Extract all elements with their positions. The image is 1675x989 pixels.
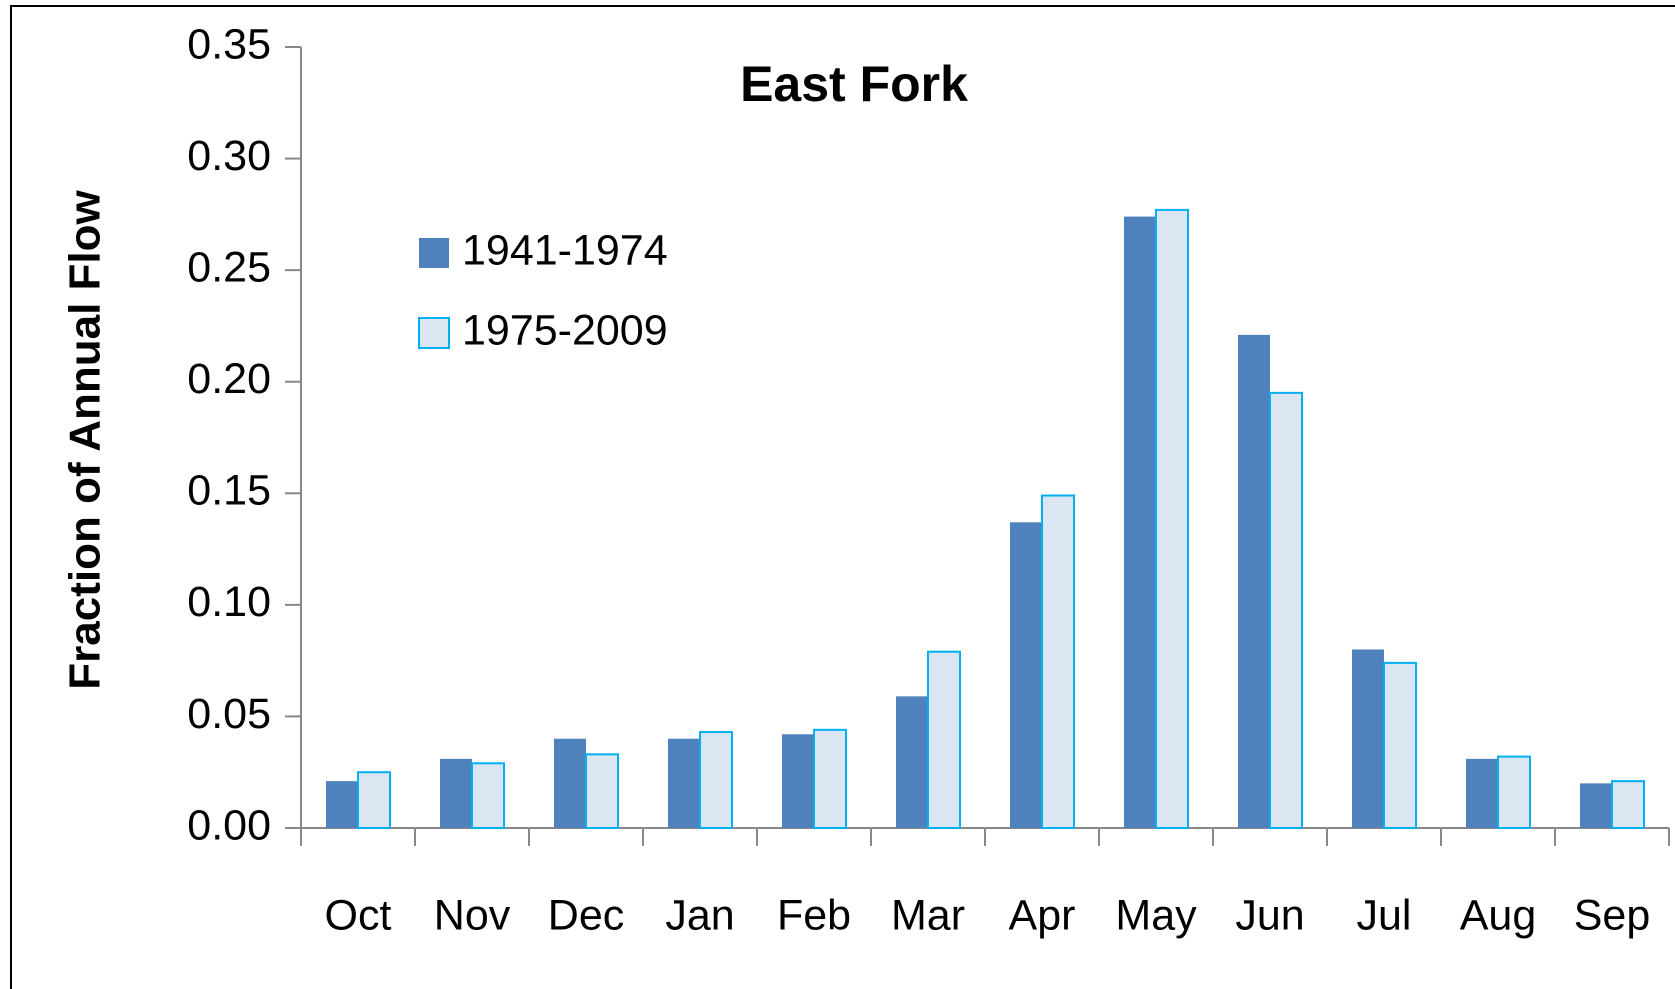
y-tick-label: 0.15 [187,467,271,515]
bar [1124,216,1156,829]
bar [1269,391,1303,829]
x-tick-label: Jun [1235,891,1304,939]
x-tick-label: Jan [665,891,734,939]
bar [1383,661,1417,829]
legend-label: 1975-2009 [462,306,668,354]
bar [896,696,928,828]
chart-title: East Fork [740,56,968,112]
y-tick-label: 0.05 [187,690,271,738]
bar [1352,649,1384,828]
bar [471,762,505,829]
legend-label: 1941-1974 [462,226,668,274]
y-tick-label: 0.35 [187,20,271,68]
y-axis-label: Fraction of Annual Flow [61,190,110,690]
x-tick-label: Apr [1009,891,1076,939]
bar [1041,494,1075,829]
y-tick-label: 0.00 [187,801,271,849]
bar [357,771,391,830]
y-tick-label: 0.25 [187,244,271,292]
x-tick-label: Sep [1574,891,1651,939]
chart-border [10,5,1675,989]
x-tick-label: Dec [548,891,624,939]
bar [440,758,472,828]
bar [1611,780,1645,830]
bar [326,781,358,828]
bar [554,738,586,828]
bar [1010,522,1042,828]
y-tick-label: 0.30 [187,132,271,180]
bar [1580,783,1612,828]
y-tick-label: 0.20 [187,355,271,403]
x-tick-label: Oct [325,891,392,939]
bar [1238,334,1270,828]
legend-swatch [419,238,449,268]
bar [927,650,961,830]
bar [585,753,619,829]
bar [699,731,733,830]
bar [1155,208,1189,829]
x-tick-label: May [1115,891,1197,939]
bar [668,738,700,828]
bar [1497,755,1531,830]
x-tick-label: Nov [434,891,511,939]
x-tick-label: Mar [891,891,965,939]
bar [782,734,814,828]
legend-swatch [418,317,450,349]
x-tick-label: Aug [1460,891,1537,939]
y-tick-label: 0.10 [187,578,271,626]
x-tick-label: Feb [777,891,851,939]
x-tick-label: Jul [1357,891,1412,939]
bar [813,728,847,829]
bar [1466,758,1498,828]
